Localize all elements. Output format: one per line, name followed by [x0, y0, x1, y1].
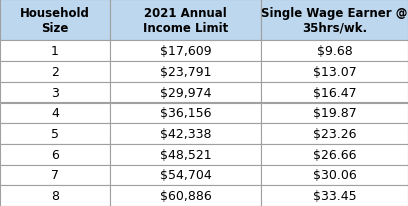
Bar — [0, 0, 110, 41]
Bar — [0, 103, 110, 124]
Bar — [261, 103, 408, 124]
Text: 1: 1 — [51, 45, 59, 58]
Bar — [261, 144, 408, 165]
Bar — [261, 82, 408, 103]
Text: 4: 4 — [51, 107, 59, 120]
Bar — [110, 103, 261, 124]
Text: 3: 3 — [51, 86, 59, 99]
Text: 5: 5 — [51, 128, 59, 140]
Text: 6: 6 — [51, 148, 59, 161]
Text: $48,521: $48,521 — [160, 148, 211, 161]
Text: $13.07: $13.07 — [313, 66, 357, 78]
Bar — [0, 82, 110, 103]
Text: $42,338: $42,338 — [160, 128, 211, 140]
Bar — [261, 41, 408, 62]
Text: $54,704: $54,704 — [160, 169, 211, 181]
Bar — [110, 144, 261, 165]
Bar — [110, 124, 261, 144]
Bar — [261, 124, 408, 144]
Bar — [0, 144, 110, 165]
Text: $29,974: $29,974 — [160, 86, 211, 99]
Text: $23.26: $23.26 — [313, 128, 356, 140]
Bar — [110, 82, 261, 103]
Bar — [110, 185, 261, 206]
Text: 2: 2 — [51, 66, 59, 78]
Text: $19.87: $19.87 — [313, 107, 357, 120]
Text: Single Wage Earner @
35hrs/wk.: Single Wage Earner @ 35hrs/wk. — [261, 7, 408, 35]
Bar — [0, 124, 110, 144]
Bar — [261, 62, 408, 82]
Text: $9.68: $9.68 — [317, 45, 353, 58]
Bar — [261, 0, 408, 41]
Bar — [110, 62, 261, 82]
Bar — [110, 41, 261, 62]
Text: 7: 7 — [51, 169, 59, 181]
Text: $23,791: $23,791 — [160, 66, 211, 78]
Text: $60,886: $60,886 — [160, 189, 211, 202]
Bar — [0, 62, 110, 82]
Text: 2021 Annual
Income Limit: 2021 Annual Income Limit — [143, 7, 228, 35]
Text: $17,609: $17,609 — [160, 45, 211, 58]
Text: 8: 8 — [51, 189, 59, 202]
Bar — [261, 185, 408, 206]
Bar — [0, 185, 110, 206]
Bar — [110, 0, 261, 41]
Text: $26.66: $26.66 — [313, 148, 356, 161]
Bar — [0, 41, 110, 62]
Text: $30.06: $30.06 — [313, 169, 357, 181]
Bar — [0, 165, 110, 185]
Text: $36,156: $36,156 — [160, 107, 211, 120]
Bar — [110, 165, 261, 185]
Text: $16.47: $16.47 — [313, 86, 356, 99]
Text: $33.45: $33.45 — [313, 189, 356, 202]
Bar — [261, 165, 408, 185]
Text: Household
Size: Household Size — [20, 7, 90, 35]
